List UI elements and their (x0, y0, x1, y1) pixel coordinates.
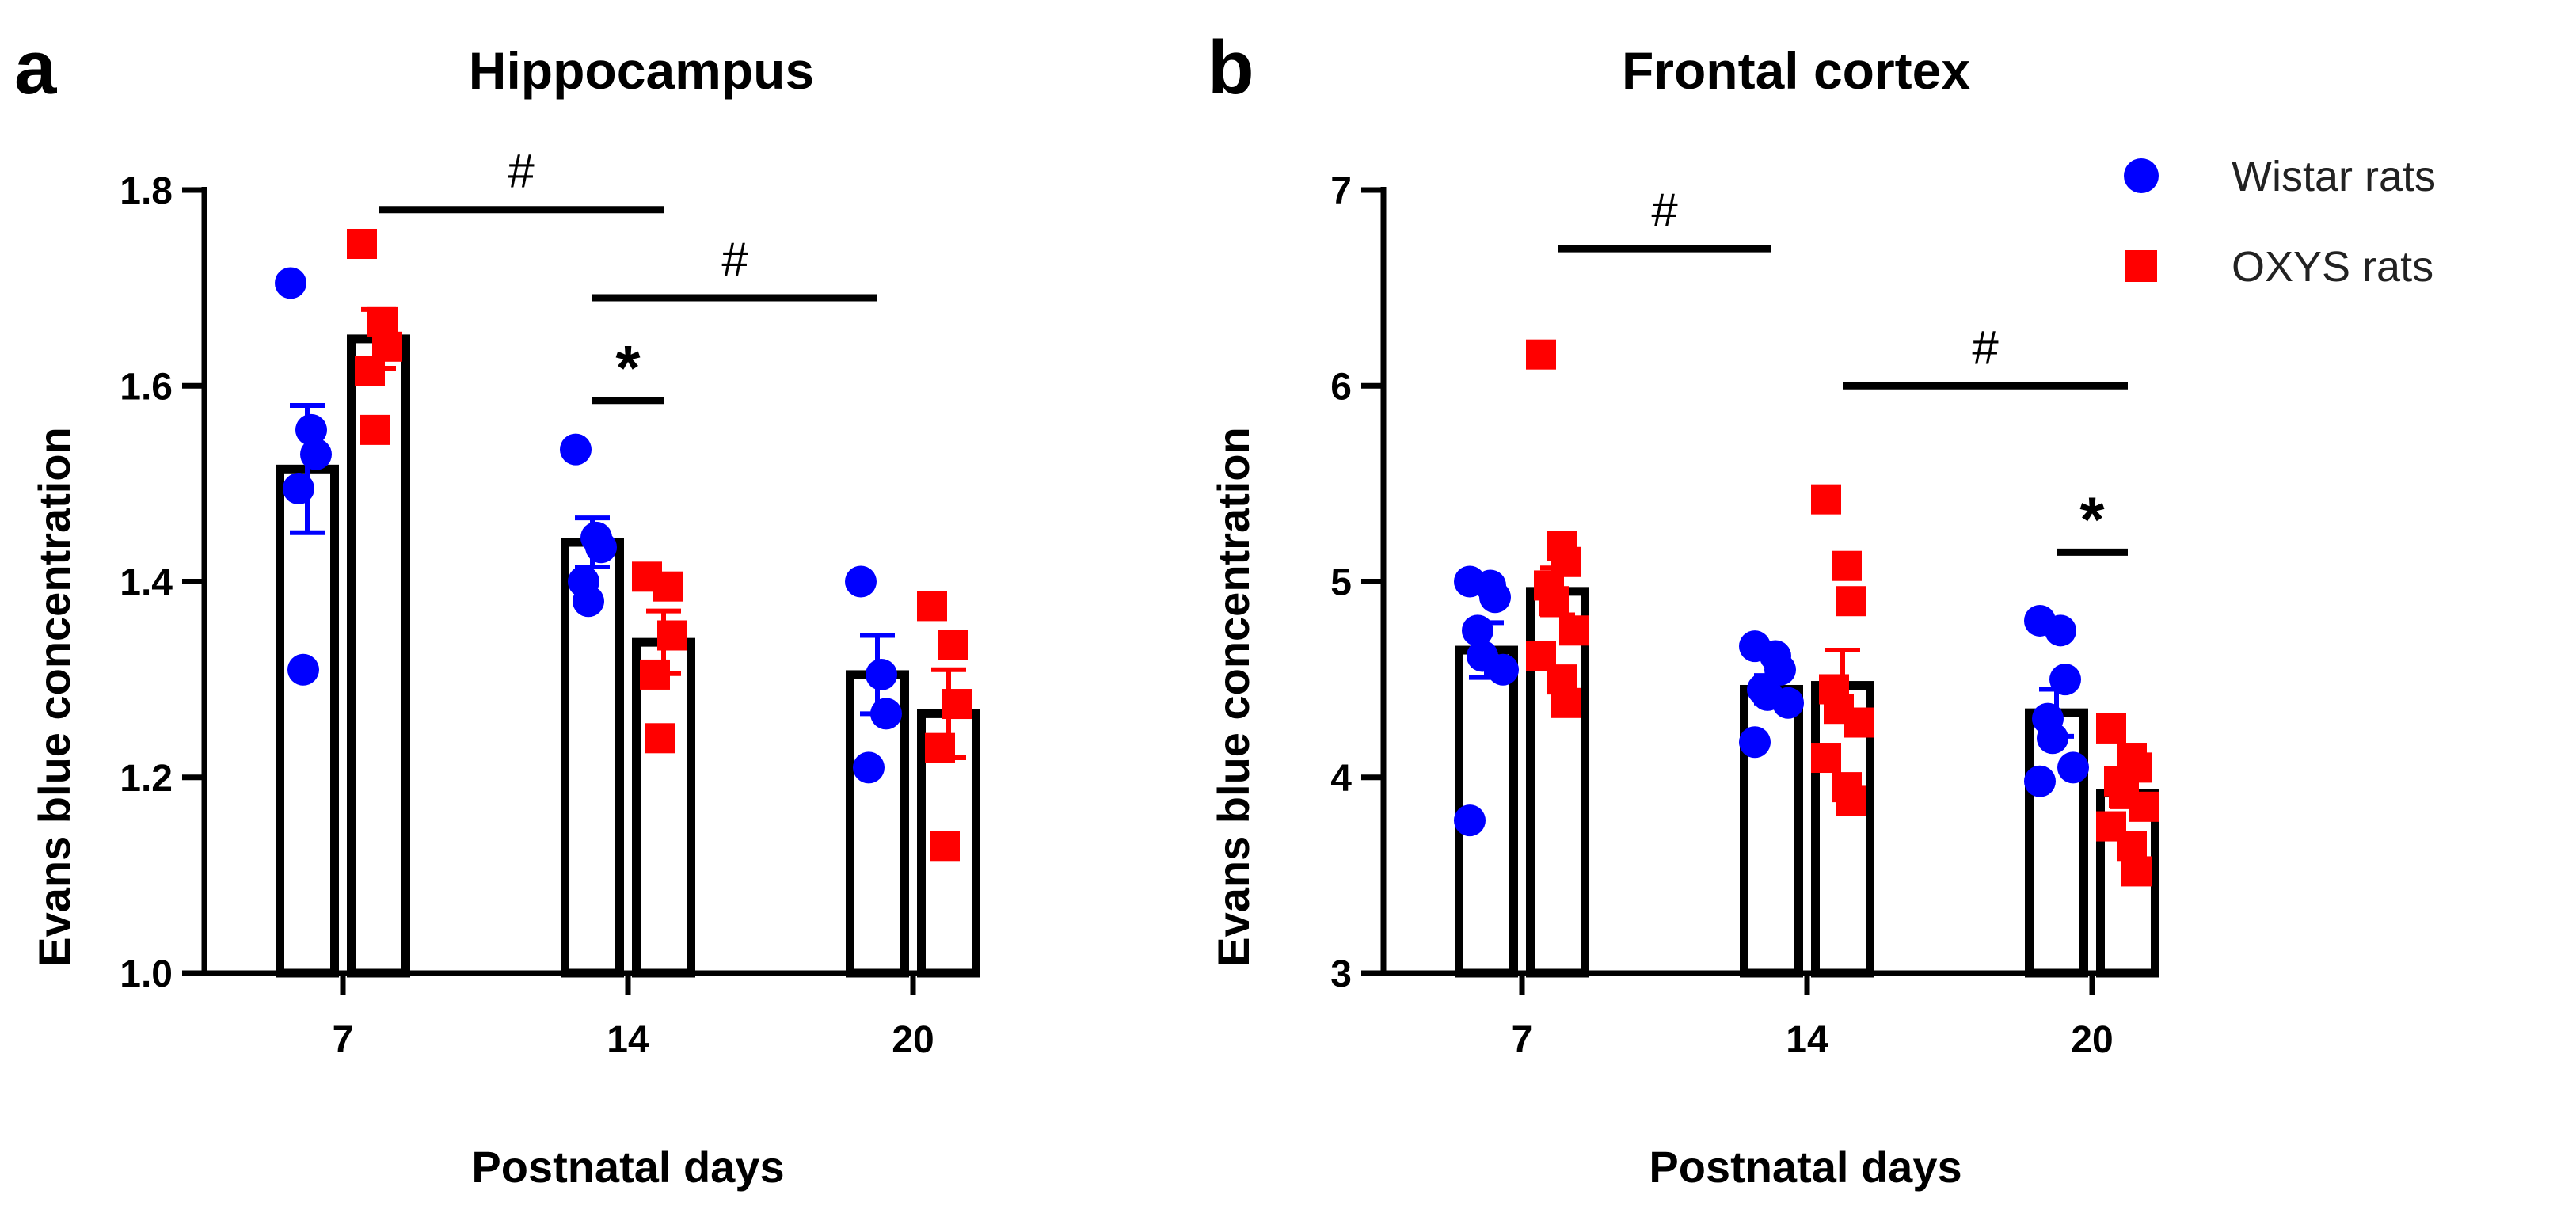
data-point-wistar (1479, 581, 1511, 614)
panel-letter-a: a (14, 25, 57, 110)
y-tick-label: 1.8 (120, 170, 173, 212)
legend-label-wistar: Wistar rats (2232, 153, 2436, 200)
data-point-oxys (2096, 713, 2126, 744)
significance-label: * (615, 333, 641, 403)
bar (276, 464, 339, 978)
data-point-wistar (573, 585, 604, 618)
data-point-oxys (1811, 484, 1841, 515)
data-point-oxys (2121, 856, 2152, 887)
legend-marker-oxys (2125, 250, 2157, 282)
data-point-oxys (1811, 743, 1841, 774)
data-point-wistar (560, 433, 592, 466)
data-point-oxys (653, 571, 683, 602)
data-point-oxys (2117, 831, 2147, 862)
y-tick-label: 6 (1330, 366, 1352, 408)
data-point-oxys (917, 591, 947, 622)
data-point-wistar (2045, 614, 2076, 647)
y-tick-label: 3 (1330, 953, 1352, 995)
plot-area-hippocampus: 1.0 1.2 1.4 1.6 1.8 7 14 20 # # * (120, 145, 980, 1061)
data-point-oxys (1559, 615, 1589, 646)
x-axis-title-hippocampus: Postnatal days (471, 1142, 784, 1192)
significance-label: # (508, 145, 535, 198)
data-point-oxys (1836, 785, 1866, 816)
y-tick-label: 5 (1330, 562, 1352, 604)
data-point-wistar (1487, 653, 1519, 686)
y-tick-label: 4 (1330, 758, 1352, 800)
y-tick-label: 1.0 (120, 953, 173, 995)
bar (632, 637, 695, 978)
significance-label: # (1972, 321, 1999, 374)
panel-title-frontal-cortex: Frontal cortex (1622, 41, 1970, 100)
significance-label: # (721, 233, 748, 286)
data-point-wistar (845, 565, 877, 598)
significance-label: # (1651, 184, 1678, 237)
x-axis-title-frontal-cortex: Postnatal days (1649, 1142, 1961, 1192)
y-axis-title-frontal-cortex: Evans blue concentration (1208, 427, 1258, 967)
legend-marker-wistar (2124, 158, 2159, 193)
panel-title-hippocampus: Hippocampus (469, 41, 814, 100)
y-axis-title-hippocampus: Evans blue concentration (29, 427, 79, 967)
data-point-oxys (1526, 339, 1556, 370)
plot-area-frontal-cortex: 3 4 5 6 7 7 14 20 # # * (1330, 170, 2159, 1061)
data-point-wistar (2024, 765, 2056, 797)
y-tick-label: 1.6 (120, 366, 173, 408)
data-point-oxys (645, 723, 675, 754)
data-point-wistar (1454, 804, 1486, 837)
x-tick-label: 7 (333, 1019, 354, 1061)
x-tick-label: 7 (1512, 1019, 1533, 1061)
panel-letter-b: b (1208, 25, 1254, 110)
y-tick-label: 7 (1330, 170, 1352, 212)
x-tick-label: 20 (892, 1019, 934, 1061)
x-tick-label: 14 (1786, 1019, 1828, 1061)
y-tick-label: 1.2 (120, 758, 173, 800)
data-point-wistar (853, 751, 885, 784)
data-point-oxys (1836, 586, 1866, 617)
panel-frontal-cortex: b Frontal cortex Evans blue concentratio… (1208, 25, 2159, 1192)
data-point-wistar (295, 413, 327, 446)
data-point-oxys (1551, 687, 1581, 718)
x-tick-label: 20 (2071, 1019, 2113, 1061)
legend: Wistar rats OXYS rats (2124, 153, 2436, 291)
data-point-oxys (930, 831, 960, 862)
y-tick-label: 1.4 (120, 562, 173, 604)
data-point-oxys (1832, 550, 1862, 581)
x-tick-label: 14 (607, 1019, 649, 1061)
data-point-oxys (347, 228, 377, 259)
panel-hippocampus: a Hippocampus Evans blue concentration P… (14, 25, 980, 1192)
significance-label: * (2079, 484, 2105, 554)
data-point-wistar (275, 267, 306, 299)
data-point-wistar (2057, 751, 2089, 784)
data-point-wistar (1739, 726, 1771, 759)
data-point-oxys (938, 630, 968, 660)
data-point-oxys (1539, 586, 1569, 617)
data-point-oxys (360, 414, 390, 445)
data-point-wistar (866, 658, 897, 690)
data-point-wistar (287, 653, 319, 686)
legend-label-oxys: OXYS rats (2232, 243, 2433, 291)
